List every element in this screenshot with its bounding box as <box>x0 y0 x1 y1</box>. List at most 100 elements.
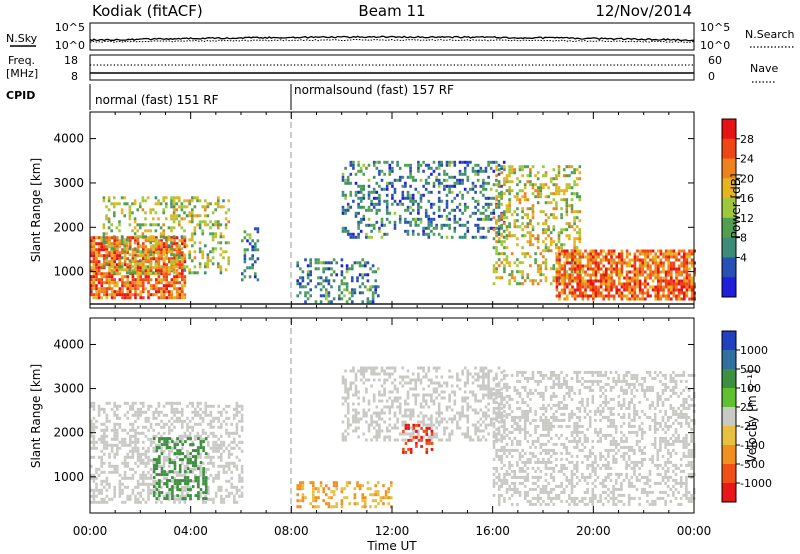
heatmap-cell <box>209 226 212 230</box>
heatmap-cell <box>108 281 111 285</box>
heatmap-cell <box>346 432 350 436</box>
heatmap-cell <box>146 259 150 263</box>
heatmap-cell <box>675 273 678 277</box>
heatmap-cell <box>220 452 223 456</box>
heatmap-cell <box>126 257 129 261</box>
heatmap-cell <box>178 479 182 483</box>
heatmap-cell <box>351 267 354 271</box>
heatmap-cell <box>162 253 165 257</box>
power-heatmap <box>90 160 696 304</box>
heatmap-cell <box>162 229 165 233</box>
heatmap-cell <box>461 196 464 200</box>
heatmap-cell <box>391 181 394 185</box>
heatmap-cell <box>437 384 441 388</box>
heatmap-cell <box>165 287 168 291</box>
heatmap-cell <box>539 270 543 274</box>
heatmap-cell <box>685 285 689 289</box>
heatmap-cell <box>594 288 598 292</box>
heatmap-cell <box>204 220 207 224</box>
heatmap-cell <box>579 273 582 277</box>
heatmap-cell <box>353 487 357 491</box>
heatmap-cell <box>123 461 127 465</box>
heatmap-cell <box>693 273 696 277</box>
heatmap-cell <box>612 267 616 271</box>
heatmap-cell <box>492 435 496 439</box>
heatmap-cell <box>412 435 416 439</box>
heatmap-cell <box>536 270 540 274</box>
heatmap-cell <box>92 287 96 291</box>
heatmap-cell <box>317 505 320 509</box>
heatmap-cell <box>631 288 634 292</box>
heatmap-cell <box>476 399 480 403</box>
heatmap-cell <box>370 223 373 227</box>
heatmap-cell <box>484 196 488 200</box>
heatmap-cell <box>330 285 333 289</box>
heatmap-cell <box>225 410 228 414</box>
heatmap-cell <box>680 270 683 274</box>
heatmap-cell <box>448 399 451 403</box>
heatmap-cell <box>571 264 574 268</box>
heatmap-cell <box>377 493 380 497</box>
heatmap-cell <box>209 431 213 435</box>
heatmap-cell <box>175 497 179 501</box>
heatmap-cell <box>445 420 449 424</box>
heatmap-cell <box>419 420 423 424</box>
heatmap-cell <box>220 455 223 459</box>
heatmap-cell <box>141 268 145 272</box>
heatmap-cell <box>495 165 498 169</box>
heatmap-cell <box>662 288 665 292</box>
heatmap-cell <box>90 266 93 270</box>
heatmap-cell <box>235 491 239 495</box>
heatmap-cell <box>633 291 637 295</box>
heatmap-cell <box>659 261 663 265</box>
heatmap-cell <box>357 402 360 406</box>
heatmap-cell <box>186 485 189 489</box>
heatmap-cell <box>163 473 166 477</box>
heatmap-cell <box>191 232 194 236</box>
heatmap-cell <box>513 279 517 283</box>
heatmap-cell <box>180 208 184 212</box>
heatmap-cell <box>448 223 451 227</box>
heatmap-cell <box>391 169 394 173</box>
heatmap-cell <box>154 202 158 206</box>
heatmap-cell <box>165 202 168 206</box>
colorbar-segment <box>722 138 736 160</box>
heatmap-cell <box>301 270 305 274</box>
heatmap-cell <box>586 264 590 268</box>
heatmap-cell <box>147 275 150 279</box>
heatmap-cell <box>214 208 217 212</box>
colorbar-tick-label: 16 <box>740 192 754 205</box>
heatmap-cell <box>163 437 166 441</box>
heatmap-cell <box>536 240 540 244</box>
heatmap-cell <box>594 258 598 262</box>
heatmap-cell <box>204 479 208 483</box>
heatmap-cell <box>217 262 220 266</box>
heatmap-cell <box>448 417 451 421</box>
heatmap-cell <box>103 272 106 276</box>
heatmap-cell <box>565 189 569 193</box>
heatmap-cell <box>131 281 135 285</box>
heatmap-cell <box>344 381 347 385</box>
heatmap-cell <box>644 249 647 253</box>
heatmap-cell <box>165 251 168 255</box>
heatmap-cell <box>575 177 579 181</box>
heatmap-cell <box>175 196 178 200</box>
heatmap-cell <box>521 168 524 172</box>
heatmap-cell <box>422 429 426 433</box>
heatmap-cell <box>432 381 436 385</box>
heatmap-cell <box>531 279 535 283</box>
heatmap-cell <box>605 252 608 256</box>
heatmap-cell <box>171 491 174 495</box>
heatmap-cell <box>118 287 122 291</box>
heatmap-cell <box>357 169 360 173</box>
heatmap-cell <box>317 261 320 265</box>
heatmap-cell <box>618 291 621 295</box>
heatmap-cell <box>644 276 647 280</box>
heatmap-cell <box>435 387 438 391</box>
heatmap-cell <box>92 488 96 492</box>
heatmap-cell <box>576 276 579 280</box>
heatmap-cell <box>555 201 558 205</box>
heatmap-cell <box>690 291 694 295</box>
heatmap-cell <box>222 467 226 471</box>
heatmap-cell <box>121 275 124 279</box>
